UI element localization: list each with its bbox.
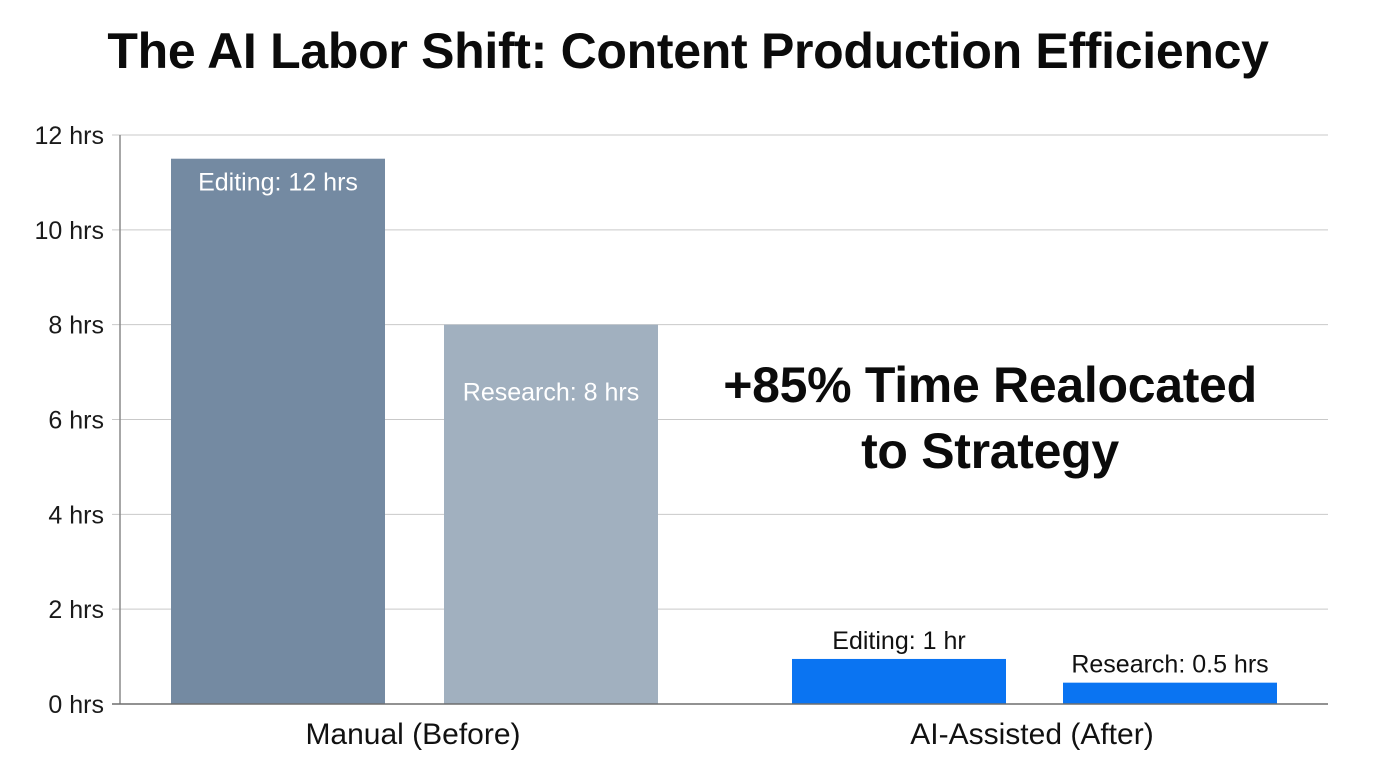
y-tick-label: 0 hrs	[48, 691, 104, 719]
callout-line-2: to Strategy	[861, 423, 1119, 479]
callout-line-1: +85% Time Realocated	[723, 357, 1257, 413]
y-tick-label: 6 hrs	[48, 407, 104, 435]
bar-labels: Editing: 12 hrs Research: 8 hrs Editing: 1…	[198, 169, 1269, 679]
y-tick-label: 4 hrs	[48, 501, 104, 529]
bar	[792, 658, 1006, 704]
chart-title: The AI Labor Shift: Content Production E…	[107, 23, 1269, 79]
axes	[112, 135, 1328, 705]
x-axis-categories: Manual (Before) AI-Assisted (After)	[305, 718, 1153, 751]
callout-annotation: +85% Time Realocated to Strategy	[690, 352, 1290, 484]
bar-label: Editing: 1 hr	[832, 627, 965, 655]
bar	[171, 158, 385, 705]
y-axis-ticks: 0 hrs 2 hrs 4 hrs 6 hrs 8 hrs 10 hrs 12 hrs	[35, 122, 104, 719]
bar-label: Research: 0.5 hrs	[1071, 651, 1268, 679]
y-tick-label: 12 hrs	[35, 122, 104, 150]
bar-label: Research: 8 hrs	[463, 379, 639, 407]
y-tick-label: 8 hrs	[48, 312, 104, 340]
bar	[1063, 682, 1277, 704]
x-category-label: Manual (Before)	[305, 718, 520, 751]
y-tick-label: 2 hrs	[48, 596, 104, 624]
bar	[444, 324, 658, 704]
y-tick-label: 10 hrs	[35, 217, 104, 245]
bar-label: Editing: 12 hrs	[198, 169, 358, 197]
bars	[171, 158, 1277, 705]
x-category-label: AI-Assisted (After)	[910, 718, 1153, 751]
